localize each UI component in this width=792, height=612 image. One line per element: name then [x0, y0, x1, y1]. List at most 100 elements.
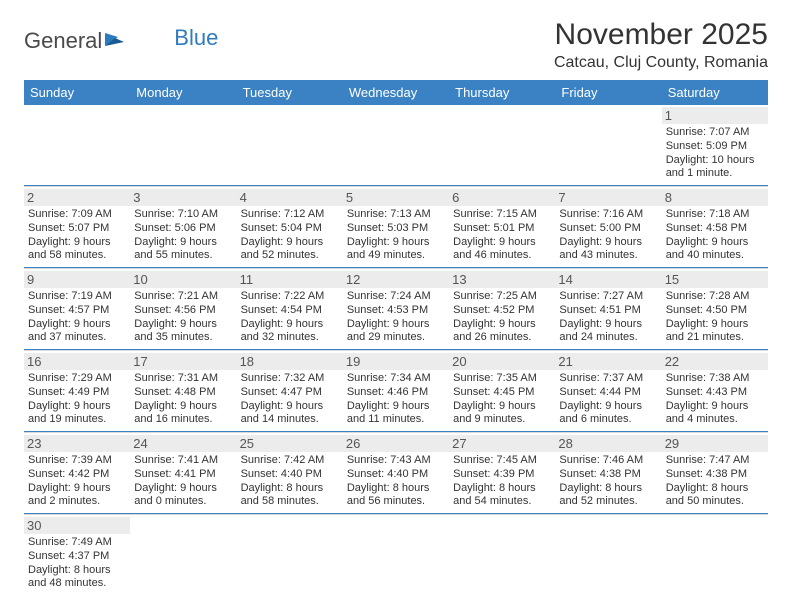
day-number: 5 — [343, 189, 449, 206]
daylight-text: Daylight: 9 hours and 11 minutes. — [347, 400, 445, 428]
sunrise-text: Sunrise: 7:19 AM — [28, 290, 126, 304]
calendar-day-empty — [343, 105, 449, 185]
day-number: 28 — [555, 435, 661, 452]
daylight-text: Daylight: 9 hours and 19 minutes. — [28, 400, 126, 428]
sunset-text: Sunset: 4:42 PM — [28, 468, 126, 482]
day-number: 8 — [662, 189, 768, 206]
day-number: 18 — [237, 353, 343, 370]
sunrise-text: Sunrise: 7:28 AM — [666, 290, 764, 304]
sunset-text: Sunset: 4:43 PM — [666, 386, 764, 400]
day-number: 9 — [24, 271, 130, 288]
sunrise-text: Sunrise: 7:29 AM — [28, 372, 126, 386]
calendar-week: 1Sunrise: 7:07 AMSunset: 5:09 PMDaylight… — [24, 105, 768, 186]
day-number: 17 — [130, 353, 236, 370]
calendar-day-empty — [555, 514, 661, 595]
daylight-text: Daylight: 9 hours and 55 minutes. — [134, 236, 232, 264]
day-number: 19 — [343, 353, 449, 370]
page-title: November 2025 — [554, 18, 768, 52]
day-number: 15 — [662, 271, 768, 288]
daylight-text: Daylight: 8 hours and 58 minutes. — [241, 482, 339, 510]
daylight-text: Daylight: 9 hours and 37 minutes. — [28, 318, 126, 346]
daylight-text: Daylight: 9 hours and 49 minutes. — [347, 236, 445, 264]
weekday-label: Tuesday — [237, 80, 343, 105]
sunrise-text: Sunrise: 7:13 AM — [347, 208, 445, 222]
daylight-text: Daylight: 9 hours and 46 minutes. — [453, 236, 551, 264]
sunrise-text: Sunrise: 7:35 AM — [453, 372, 551, 386]
sunset-text: Sunset: 5:07 PM — [28, 222, 126, 236]
sunset-text: Sunset: 5:00 PM — [559, 222, 657, 236]
calendar-day: 13Sunrise: 7:25 AMSunset: 4:52 PMDayligh… — [449, 268, 555, 349]
daylight-text: Daylight: 9 hours and 9 minutes. — [453, 400, 551, 428]
calendar-day: 4Sunrise: 7:12 AMSunset: 5:04 PMDaylight… — [237, 186, 343, 267]
location: Catcau, Cluj County, Romania — [554, 54, 768, 72]
daylight-text: Daylight: 9 hours and 16 minutes. — [134, 400, 232, 428]
day-number: 7 — [555, 189, 661, 206]
flag-icon — [104, 31, 126, 49]
weekday-label: Saturday — [662, 80, 768, 105]
calendar-day: 25Sunrise: 7:42 AMSunset: 4:40 PMDayligh… — [237, 432, 343, 513]
sunrise-text: Sunrise: 7:47 AM — [666, 454, 764, 468]
sunrise-text: Sunrise: 7:38 AM — [666, 372, 764, 386]
sunset-text: Sunset: 4:56 PM — [134, 304, 232, 318]
sunrise-text: Sunrise: 7:43 AM — [347, 454, 445, 468]
day-number: 21 — [555, 353, 661, 370]
day-number: 29 — [662, 435, 768, 452]
day-number: 1 — [662, 107, 768, 124]
day-number: 10 — [130, 271, 236, 288]
sunrise-text: Sunrise: 7:10 AM — [134, 208, 232, 222]
sunrise-text: Sunrise: 7:27 AM — [559, 290, 657, 304]
sunset-text: Sunset: 5:06 PM — [134, 222, 232, 236]
daylight-text: Daylight: 8 hours and 50 minutes. — [666, 482, 764, 510]
sunset-text: Sunset: 5:04 PM — [241, 222, 339, 236]
calendar-day: 9Sunrise: 7:19 AMSunset: 4:57 PMDaylight… — [24, 268, 130, 349]
sunrise-text: Sunrise: 7:39 AM — [28, 454, 126, 468]
calendar-day: 29 Sunrise: 7:47 AMSunset: 4:38 PMDayligh… — [662, 432, 768, 513]
day-number: 16 — [24, 353, 130, 370]
sunrise-text: Sunrise: 7:34 AM — [347, 372, 445, 386]
calendar-day: 26Sunrise: 7:43 AMSunset: 4:40 PMDayligh… — [343, 432, 449, 513]
daylight-text: Daylight: 9 hours and 29 minutes. — [347, 318, 445, 346]
calendar-day: 21Sunrise: 7:37 AMSunset: 4:44 PMDayligh… — [555, 350, 661, 431]
sunrise-text: Sunrise: 7:41 AM — [134, 454, 232, 468]
daylight-text: Daylight: 9 hours and 2 minutes. — [28, 482, 126, 510]
sunset-text: Sunset: 4:38 PM — [666, 468, 764, 482]
sunset-text: Sunset: 4:44 PM — [559, 386, 657, 400]
daylight-text: Daylight: 8 hours and 56 minutes. — [347, 482, 445, 510]
day-number: 24 — [130, 435, 236, 452]
weekday-label: Thursday — [449, 80, 555, 105]
calendar-week: 16Sunrise: 7:29 AMSunset: 4:49 PMDayligh… — [24, 350, 768, 432]
calendar-day: 3Sunrise: 7:10 AMSunset: 5:06 PMDaylight… — [130, 186, 236, 267]
weekday-label: Wednesday — [343, 80, 449, 105]
sunset-text: Sunset: 4:45 PM — [453, 386, 551, 400]
sunset-text: Sunset: 4:38 PM — [559, 468, 657, 482]
daylight-text: Daylight: 9 hours and 26 minutes. — [453, 318, 551, 346]
sunrise-text: Sunrise: 7:45 AM — [453, 454, 551, 468]
logo: General Blue — [24, 28, 218, 54]
sunrise-text: Sunrise: 7:49 AM — [28, 536, 126, 550]
daylight-text: Daylight: 9 hours and 21 minutes. — [666, 318, 764, 346]
sunset-text: Sunset: 4:37 PM — [28, 550, 126, 564]
day-number: 20 — [449, 353, 555, 370]
calendar-day: 10Sunrise: 7:21 AMSunset: 4:56 PMDayligh… — [130, 268, 236, 349]
header: General Blue November 2025 Catcau, Cluj … — [24, 18, 768, 72]
calendar-day: 20 Sunrise: 7:35 AMSunset: 4:45 PMDayligh… — [449, 350, 555, 431]
sunset-text: Sunset: 4:47 PM — [241, 386, 339, 400]
sunset-text: Sunset: 4:51 PM — [559, 304, 657, 318]
daylight-text: Daylight: 9 hours and 14 minutes. — [241, 400, 339, 428]
calendar-day: 12Sunrise: 7:24 AMSunset: 4:53 PMDayligh… — [343, 268, 449, 349]
day-number: 6 — [449, 189, 555, 206]
sunset-text: Sunset: 5:01 PM — [453, 222, 551, 236]
sunset-text: Sunset: 4:39 PM — [453, 468, 551, 482]
daylight-text: Daylight: 10 hours and 1 minute. — [666, 154, 764, 182]
day-number: 11 — [237, 271, 343, 288]
calendar-day: 19Sunrise: 7:34 AMSunset: 4:46 PMDayligh… — [343, 350, 449, 431]
sunset-text: Sunset: 4:40 PM — [241, 468, 339, 482]
calendar-day-empty — [24, 105, 130, 185]
sunrise-text: Sunrise: 7:31 AM — [134, 372, 232, 386]
day-number: 2 — [24, 189, 130, 206]
calendar-day: 14Sunrise: 7:27 AMSunset: 4:51 PMDayligh… — [555, 268, 661, 349]
sunrise-text: Sunrise: 7:18 AM — [666, 208, 764, 222]
sunset-text: Sunset: 4:40 PM — [347, 468, 445, 482]
sunrise-text: Sunrise: 7:22 AM — [241, 290, 339, 304]
sunrise-text: Sunrise: 7:25 AM — [453, 290, 551, 304]
